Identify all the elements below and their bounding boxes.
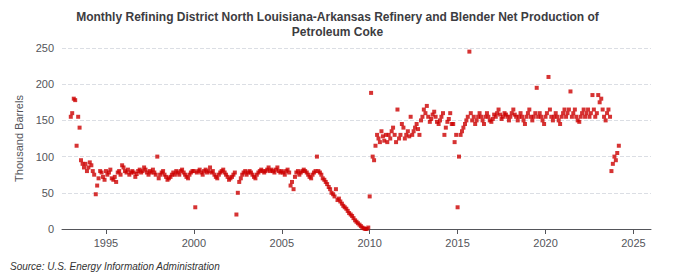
svg-text:2000: 2000 [182,237,206,249]
svg-text:2025: 2025 [621,237,645,249]
svg-text:2005: 2005 [270,237,294,249]
svg-text:Monthly Refining District Nort: Monthly Refining District North Louisian… [76,10,600,24]
svg-text:Source: U.S. Energy Informatio: Source: U.S. Energy Information Administ… [10,261,220,272]
svg-text:2010: 2010 [357,237,381,249]
svg-text:Thousand Barrels: Thousand Barrels [13,95,25,182]
svg-text:1995: 1995 [94,237,118,249]
svg-text:Petroleum Coke: Petroleum Coke [292,25,384,39]
svg-text:200: 200 [36,78,54,90]
svg-text:2015: 2015 [445,237,469,249]
svg-text:100: 100 [36,151,54,163]
svg-text:2020: 2020 [533,237,557,249]
svg-text:0: 0 [48,223,54,235]
svg-text:250: 250 [36,42,54,54]
svg-text:50: 50 [42,187,54,199]
svg-text:150: 150 [36,114,54,126]
